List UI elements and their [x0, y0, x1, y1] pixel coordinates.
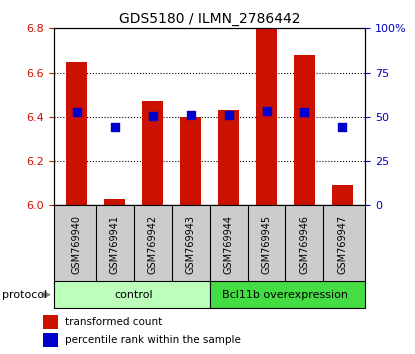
Text: control: control: [115, 290, 153, 300]
Point: [73, 110, 80, 115]
Bar: [180, 117, 201, 205]
FancyBboxPatch shape: [210, 281, 365, 308]
Bar: [104, 199, 125, 205]
Bar: [142, 101, 163, 205]
Point: [187, 112, 194, 118]
Text: GSM769941: GSM769941: [110, 215, 120, 274]
Text: transformed count: transformed count: [65, 318, 162, 327]
Text: protocol: protocol: [2, 290, 47, 300]
Text: GSM769946: GSM769946: [300, 215, 310, 274]
Bar: [43, 315, 58, 329]
Bar: [66, 62, 87, 205]
Text: GSM769947: GSM769947: [337, 215, 347, 274]
Text: Bcl11b overexpression: Bcl11b overexpression: [222, 290, 349, 300]
Point: [149, 113, 156, 119]
Point: [225, 112, 232, 118]
Point: [111, 124, 118, 130]
Text: GSM769945: GSM769945: [261, 215, 271, 274]
FancyBboxPatch shape: [54, 281, 210, 308]
Bar: [256, 28, 277, 205]
Text: percentile rank within the sample: percentile rank within the sample: [65, 335, 241, 345]
Title: GDS5180 / ILMN_2786442: GDS5180 / ILMN_2786442: [119, 12, 300, 26]
Bar: [43, 333, 58, 347]
Point: [301, 110, 308, 115]
Bar: [218, 110, 239, 205]
Text: GSM769944: GSM769944: [224, 215, 234, 274]
Text: GSM769942: GSM769942: [148, 215, 158, 274]
Point: [263, 108, 270, 114]
Text: GSM769943: GSM769943: [186, 215, 195, 274]
Bar: [332, 185, 353, 205]
Bar: [294, 55, 315, 205]
Text: GSM769940: GSM769940: [72, 215, 82, 274]
Point: [339, 124, 346, 130]
